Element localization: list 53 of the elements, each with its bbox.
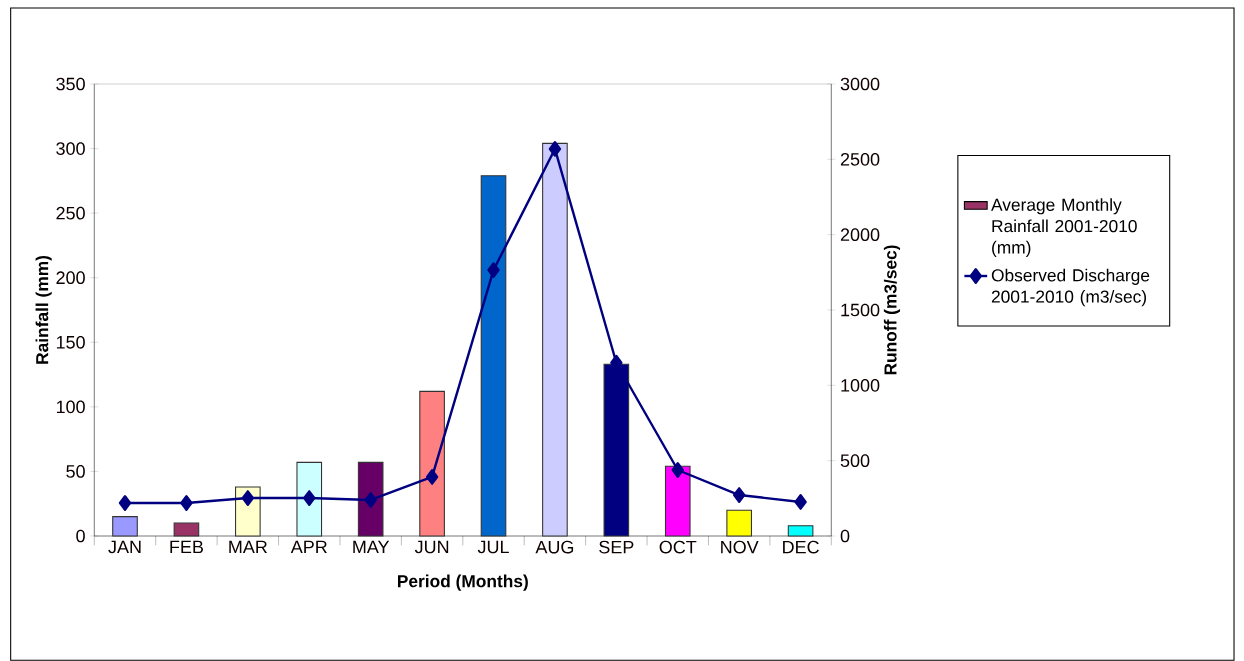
x-tick-label: NOV: [721, 540, 759, 554]
bar: [726, 509, 752, 537]
y2-tick-label: 1000: [841, 378, 880, 392]
y2-tick-label: 2500: [840, 152, 880, 166]
x-tick-label: APR: [290, 540, 327, 554]
bar: [357, 461, 384, 537]
bar: [480, 175, 507, 537]
x-axis-title: Period (Months): [397, 574, 528, 591]
point: [241, 490, 255, 506]
x-tick-label: SEP: [599, 540, 634, 554]
legend-label: Average Monthly Rainfall 2001-2010 (mm): [991, 198, 1137, 257]
bar: [173, 522, 200, 537]
x-tick-label: FEB: [170, 540, 203, 554]
y2-tick-label: 1500: [841, 303, 880, 317]
y-tick-label: 350: [56, 77, 85, 91]
y2-tick-label: 2000: [840, 228, 880, 242]
point: [732, 487, 746, 503]
y-tick-label: 200: [56, 271, 85, 285]
point: [548, 141, 562, 157]
bar: [419, 390, 445, 537]
x-tick-label: AUG: [535, 540, 574, 554]
point: [487, 262, 500, 278]
bar: [664, 465, 691, 537]
y2-tick-label: 0: [840, 529, 850, 543]
y-tick-label: 150: [56, 335, 85, 349]
bar: [542, 142, 568, 537]
y2-tick-label: 500: [840, 454, 870, 468]
point: [425, 469, 439, 485]
bar: [787, 525, 814, 537]
y-tick-label: 0: [76, 529, 85, 543]
x-tick-label: JUL: [477, 540, 509, 554]
y2-axis-title: Runoff (m3/sec): [883, 245, 901, 375]
point: [303, 490, 316, 506]
point: [671, 462, 684, 478]
bar: [112, 516, 138, 537]
y-tick-label: 50: [66, 465, 85, 478]
legend-label: Observed Discharge 2001-2010 (m3/sec): [991, 268, 1150, 307]
x-tick-label: JUN: [414, 540, 449, 554]
y2-tick-label: 3000: [840, 77, 880, 91]
x-tick-label: JAN: [108, 540, 141, 554]
x-tick-label: OCT: [659, 540, 697, 554]
y-tick-label: 250: [56, 206, 85, 220]
y-tick-label: 100: [56, 400, 85, 414]
bar: [296, 461, 323, 537]
point: [118, 495, 132, 511]
y-tick-label: 300: [56, 142, 85, 155]
x-tick-label: MAR: [229, 540, 268, 554]
point: [180, 495, 193, 511]
y-axis-title: Rainfall (mm): [35, 255, 52, 364]
x-tick-label: DEC: [783, 540, 819, 554]
x-tick-label: MAY: [353, 540, 390, 554]
point: [364, 492, 377, 508]
point: [794, 494, 807, 510]
